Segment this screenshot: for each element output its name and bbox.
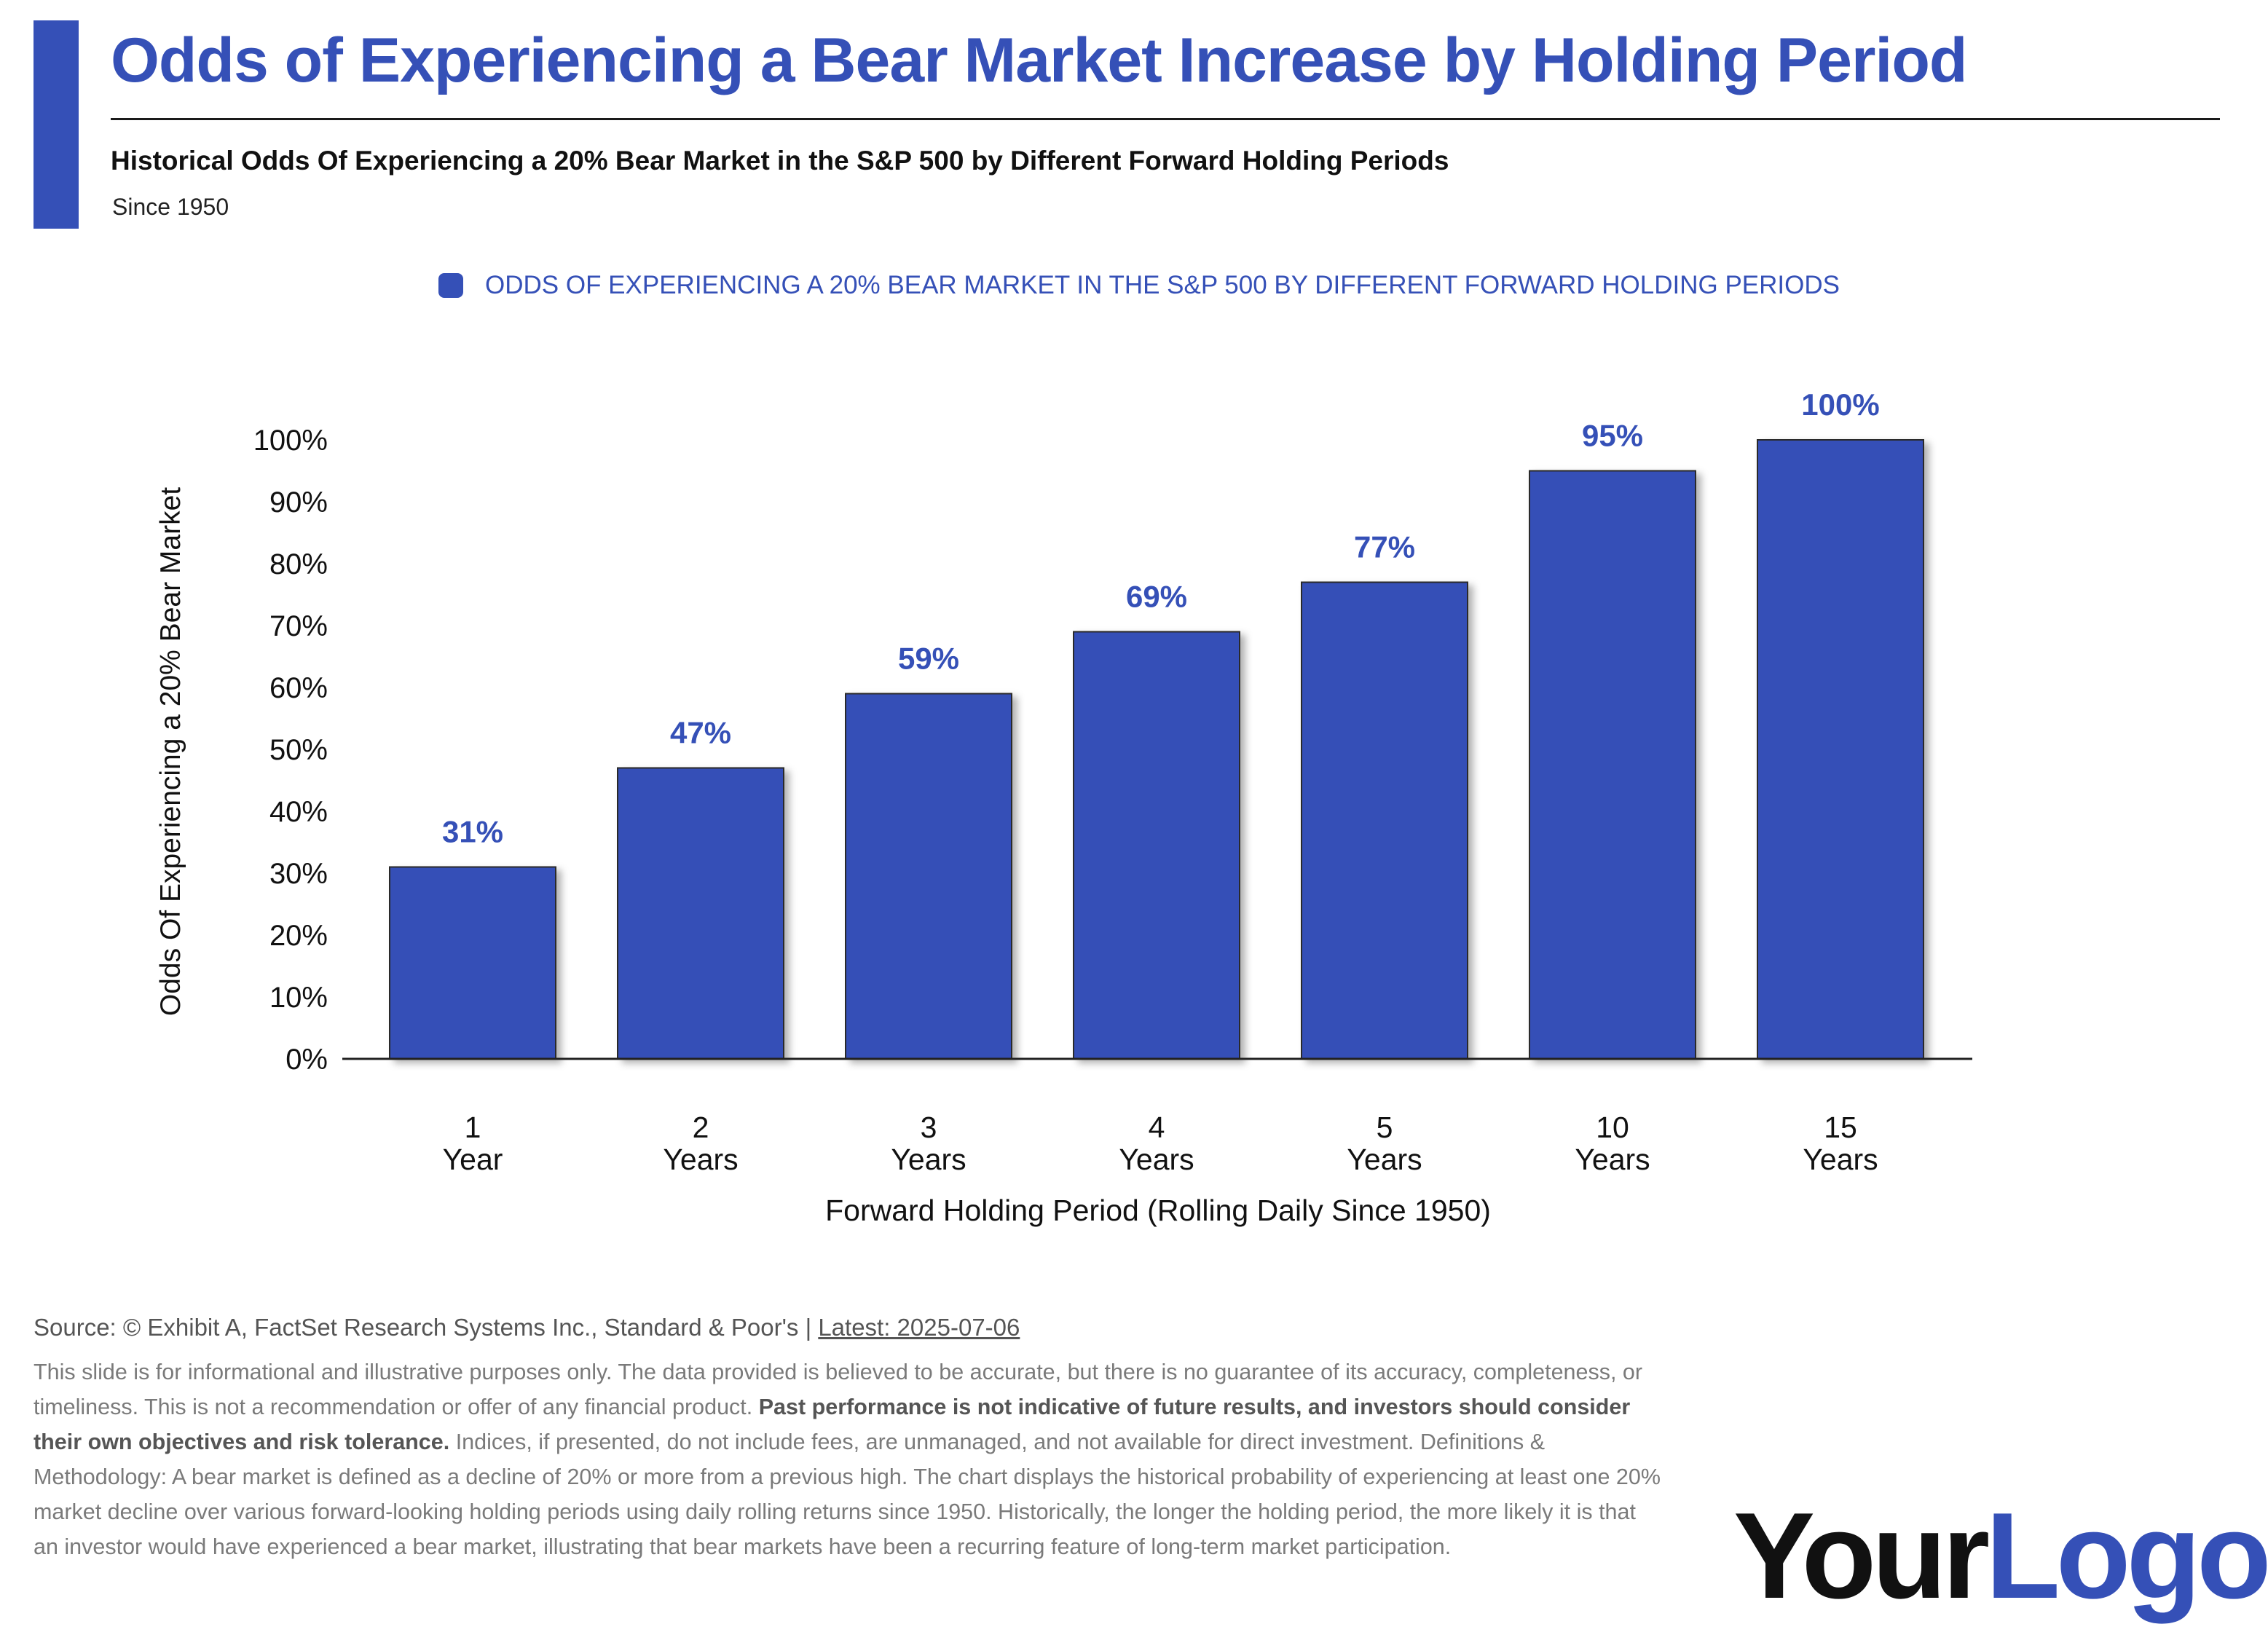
source-line: Source: © Exhibit A, FactSet Research Sy… (34, 1314, 1020, 1341)
page-title: Odds of Experiencing a Bear Market Incre… (111, 25, 1967, 95)
y-axis-label: Odds Of Experiencing a 20% Bear Market (155, 487, 186, 1016)
y-tick-label: 10% (269, 982, 328, 1014)
x-tick-unit: Years (891, 1143, 966, 1176)
title-divider (111, 118, 2220, 120)
y-tick-label: 80% (269, 548, 328, 580)
legend-label: ODDS OF EXPERIENCING A 20% BEAR MARKET I… (485, 271, 1840, 299)
x-tick-number: 10 (1596, 1111, 1629, 1144)
logo: YourLogo. (1733, 1486, 2268, 1626)
y-tick-label: 70% (269, 610, 328, 642)
y-tick-label: 40% (269, 796, 328, 828)
y-tick-label: 90% (269, 486, 328, 519)
data-label: 69% (1126, 580, 1187, 614)
bar (1073, 631, 1240, 1060)
bar (1757, 439, 1924, 1060)
bars (389, 439, 1924, 1060)
legend-swatch (438, 273, 463, 298)
x-tick-number: 3 (921, 1111, 937, 1144)
bar (1301, 581, 1468, 1060)
x-tick-unit: Years (1803, 1143, 1878, 1176)
x-tick-number: 1 (465, 1111, 481, 1144)
x-tick-number: 15 (1824, 1111, 1857, 1144)
data-label: 77% (1354, 530, 1415, 564)
x-tick-unit: Year (443, 1143, 503, 1176)
source-text: Source: © Exhibit A, FactSet Research Sy… (34, 1314, 819, 1341)
x-axis-ticks: 1Year2Years3Years4Years5Years10Years15Ye… (443, 1111, 1878, 1176)
x-tick-unit: Years (1575, 1143, 1650, 1176)
bar (845, 693, 1012, 1060)
data-label: 47% (670, 716, 731, 750)
y-axis-ticks: 0% 10% 20% 30% 40% 50% 60% 70% 80% 90% 100% (253, 425, 328, 1076)
x-tick-number: 5 (1377, 1111, 1393, 1144)
data-label: 31% (442, 815, 503, 849)
chart-legend: ODDS OF EXPERIENCING A 20% BEAR MARKET I… (438, 271, 1840, 300)
x-tick-number: 2 (693, 1111, 709, 1144)
bar (389, 866, 556, 1060)
data-label: 95% (1582, 419, 1643, 453)
y-tick-label: 60% (269, 672, 328, 704)
disclaimer: This slide is for informational and illu… (34, 1355, 1665, 1564)
since-note: Since 1950 (112, 194, 229, 220)
x-axis-label: Forward Holding Period (Rolling Daily Si… (825, 1194, 1491, 1227)
x-tick-unit: Years (663, 1143, 738, 1176)
y-tick-label: 0% (286, 1044, 328, 1076)
bar (1529, 470, 1696, 1060)
y-tick-label: 20% (269, 920, 328, 952)
data-labels: 31% 47% 59% 69% 77% 95% 100% (442, 387, 1880, 849)
disclaimer-text: This slide is for informational and illu… (34, 1360, 1643, 1419)
accent-bar (34, 20, 79, 229)
logo-part-your: Your (1733, 1487, 1990, 1624)
y-tick-label: 100% (253, 425, 328, 457)
bar (617, 767, 784, 1060)
y-tick-label: 30% (269, 858, 328, 890)
latest-date: Latest: 2025-07-06 (818, 1314, 1020, 1341)
x-tick-number: 4 (1149, 1111, 1165, 1144)
disclaimer-methodology: Indices, if presented, do not include fe… (34, 1430, 1661, 1559)
data-label: 100% (1801, 387, 1879, 422)
x-tick-unit: Years (1119, 1143, 1194, 1176)
chart-subtitle: Historical Odds Of Experiencing a 20% Be… (111, 146, 1449, 176)
logo-part-logo: Logo. (1985, 1487, 2268, 1624)
data-label: 59% (898, 642, 959, 676)
y-tick-label: 50% (269, 734, 328, 766)
disclaimer-emphasis: Past performance is not indicative of fu… (34, 1395, 1631, 1454)
bar-chart: 0% 10% 20% 30% 40% 50% 60% 70% 80% 90% 100% 31% 47%… (155, 387, 1972, 1227)
x-tick-unit: Years (1347, 1143, 1422, 1176)
